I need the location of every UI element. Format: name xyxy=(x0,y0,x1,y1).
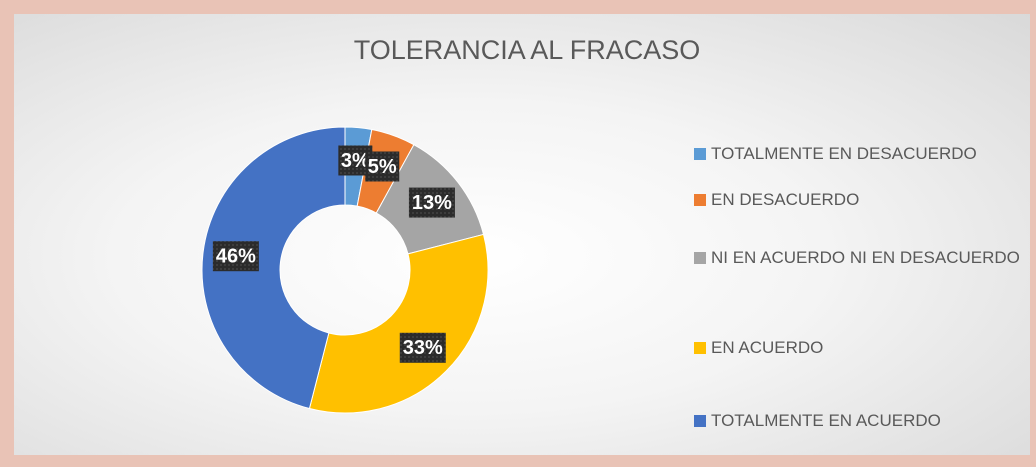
data-label: 5% xyxy=(368,156,397,178)
legend-item: TOTALMENTE EN ACUERDO xyxy=(694,408,1024,433)
data-label: 13% xyxy=(412,192,452,214)
data-label-box xyxy=(212,241,259,272)
legend-swatch xyxy=(694,148,706,160)
donut-segment xyxy=(201,126,346,410)
data-label: 46% xyxy=(216,245,256,267)
legend-label: NI EN ACUERDO NI EN DESACUERDO xyxy=(711,248,1020,267)
legend-swatch xyxy=(694,342,706,354)
data-label: 33% xyxy=(403,337,443,359)
data-label-box xyxy=(365,151,400,182)
chart-area xyxy=(14,14,1030,455)
legend-label: TOTALMENTE EN ACUERDO xyxy=(711,411,941,430)
legend-label: EN ACUERDO xyxy=(711,338,824,357)
legend-item: EN ACUERDO xyxy=(694,335,1024,360)
donut-segment xyxy=(308,233,489,414)
data-label-box xyxy=(408,187,455,218)
legend-swatch xyxy=(694,252,706,264)
legend-label: TOTALMENTE EN DESACUERDO xyxy=(711,144,977,163)
legend-label: EN DESACUERDO xyxy=(711,190,860,209)
data-label: 3% xyxy=(341,150,370,172)
legend-swatch xyxy=(694,194,706,206)
legend-item: TOTALMENTE EN DESACUERDO xyxy=(694,141,1024,166)
legend-swatch xyxy=(694,415,706,427)
chart-title: TOLERANCIA AL FRACASO xyxy=(354,35,701,65)
legend-item: NI EN ACUERDO NI EN DESACUERDO xyxy=(694,245,1024,270)
legend-item: EN DESACUERDO xyxy=(694,187,1024,212)
data-label-box xyxy=(399,332,446,363)
